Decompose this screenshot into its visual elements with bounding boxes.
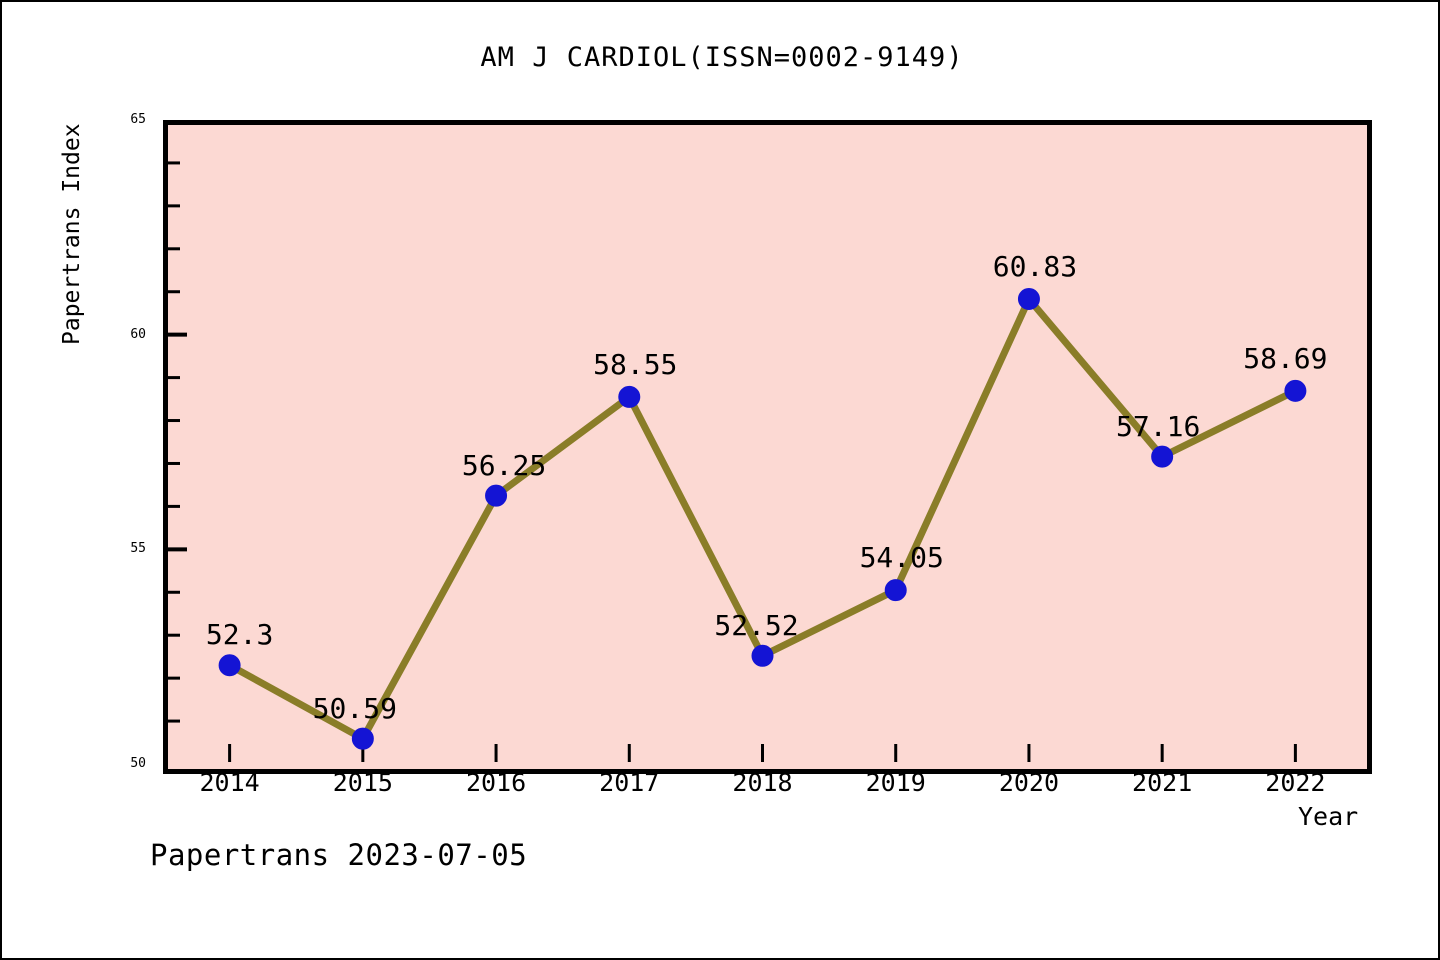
x-axis-label: Year	[1298, 802, 1359, 831]
x-tick-label: 2020	[998, 768, 1060, 797]
data-point-label: 52.52	[714, 608, 799, 642]
y-tick-label: 55	[130, 541, 146, 557]
x-tick-label: 2015	[332, 768, 393, 797]
x-tick-label: 2014	[199, 768, 260, 797]
y-tick-label: 65	[130, 112, 146, 127]
x-tick-label: 2018	[732, 768, 793, 797]
data-point-label: 58.55	[593, 347, 678, 381]
y-tick-label: 60	[130, 326, 146, 342]
data-point-label: 54.05	[859, 541, 944, 575]
x-tick-label: 2017	[599, 768, 660, 797]
data-point-label: 56.25	[461, 448, 547, 482]
plot-area	[163, 120, 1372, 774]
x-tick-label: 2016	[465, 768, 527, 797]
data-point-label: 58.69	[1243, 341, 1328, 375]
chart-title: AM J CARDIOL(ISSN=0002-9149)	[480, 42, 964, 73]
data-point-label: 52.3	[205, 618, 274, 652]
data-point-label: 57.16	[1116, 409, 1201, 443]
x-tick-label: 2022	[1265, 768, 1326, 797]
footer-note: Papertrans 2023-07-05	[150, 838, 528, 872]
data-point-label: 60.83	[992, 250, 1078, 284]
data-point-label: 50.59	[312, 691, 397, 725]
y-tick-label: 50	[130, 756, 146, 771]
x-tick-label: 2021	[1132, 768, 1193, 797]
y-axis-label: Papertrans Index	[59, 123, 85, 345]
plot-inner	[168, 125, 1367, 769]
x-tick-label: 2019	[865, 768, 926, 797]
